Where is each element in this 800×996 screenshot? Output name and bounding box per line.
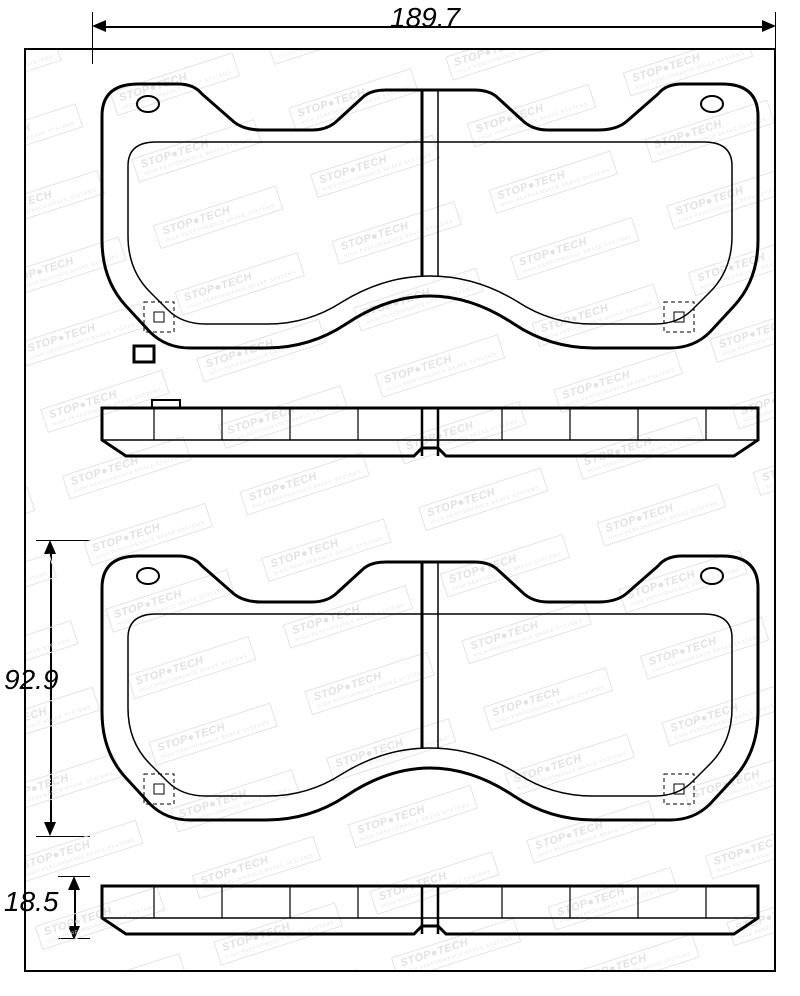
dim-width-arrow-right bbox=[762, 20, 776, 32]
pad-bottom-edge bbox=[94, 878, 766, 944]
drawing-frame: STOP●TECHHIGH PERFORMANCE BRAKE SYSTEMSS… bbox=[24, 48, 776, 972]
pad-top-face bbox=[94, 70, 766, 370]
dim-width-label: 189.7 bbox=[390, 2, 460, 34]
dim-width-arrow-left bbox=[92, 20, 106, 32]
drawing-stage: 189.7 92.9 18.5 STOP●TECHHIGH PERFORMANC… bbox=[0, 0, 800, 996]
pad-top-edge bbox=[94, 400, 766, 466]
dim-width-line bbox=[106, 26, 762, 28]
pad-bottom-face bbox=[94, 542, 766, 842]
